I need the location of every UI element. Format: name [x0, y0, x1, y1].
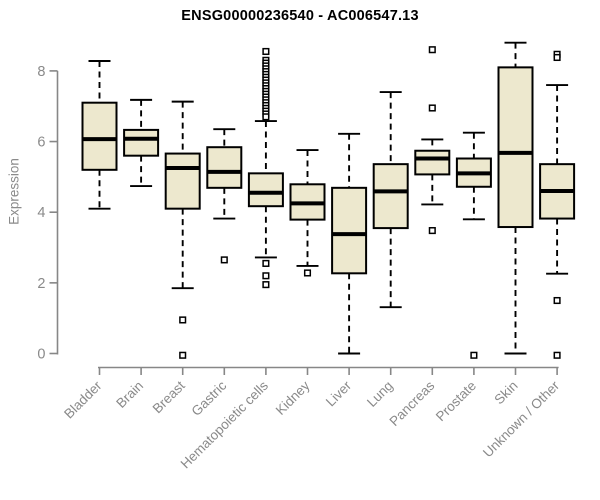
x-tick-label-prostate: Prostate — [433, 378, 479, 424]
outlier-point-icon — [553, 53, 561, 62]
iqr-box — [164, 152, 201, 210]
y-axis: 0 2 4 6 8 — [37, 64, 59, 363]
x-tick-label-brain: Brain — [113, 378, 146, 411]
outlier-point-icon — [428, 104, 436, 112]
y-tick-label: 2 — [37, 276, 45, 292]
y-tick-label: 4 — [37, 205, 45, 221]
iqr-box — [414, 149, 451, 176]
outlier-point-icon — [553, 351, 561, 359]
boxplot-gastric — [206, 128, 243, 264]
x-tick-label-lung: Lung — [364, 378, 396, 410]
outlier-point-icon — [262, 281, 270, 289]
iqr-box — [81, 101, 118, 171]
outlier-point-icon — [303, 269, 312, 277]
iqr-box — [123, 128, 160, 157]
boxplot-liver — [331, 132, 368, 355]
outlier-point-icon — [262, 47, 270, 56]
outlier-point-icon — [553, 296, 561, 305]
x-tick-label-bladder: Bladder — [61, 378, 105, 422]
outlier-point-icon — [179, 316, 187, 324]
chart-title: ENSG00000236540 - AC006547.13 — [181, 8, 419, 24]
boxplot-brain — [123, 98, 160, 188]
boxplot-skin — [497, 41, 534, 355]
iqr-box — [206, 146, 243, 189]
boxplot-pancreas — [414, 46, 451, 235]
iqr-box — [497, 66, 534, 229]
outlier-point-icon — [262, 272, 270, 280]
iqr-box — [331, 186, 368, 275]
x-tick-label-kidney: Kidney — [273, 378, 313, 418]
outlier-point-icon — [470, 351, 478, 359]
outlier-point-icon — [262, 113, 270, 121]
boxplot-unknown-other — [539, 50, 576, 359]
iqr-box — [372, 163, 409, 230]
boxplot-lung — [372, 91, 409, 309]
y-tick-label: 6 — [37, 135, 45, 151]
outlier-point-icon — [428, 227, 436, 235]
outlier-point-icon — [179, 351, 187, 359]
boxplot-hematopoietic-cells — [247, 47, 284, 289]
iqr-box — [247, 172, 284, 208]
x-tick-label-liver: Liver — [323, 378, 355, 410]
y-tick-label: 8 — [37, 64, 45, 80]
boxplot-prostate — [455, 131, 492, 359]
boxplot-kidney — [289, 149, 326, 277]
boxplot-bladder — [81, 60, 118, 210]
x-tick-label-unknown-other: Unknown / Other — [480, 378, 563, 461]
x-tick-label-skin: Skin — [491, 378, 520, 407]
outlier-point-icon — [220, 256, 228, 264]
outlier-point-icon — [262, 259, 270, 267]
outlier-point-icon — [428, 46, 436, 54]
x-tick-label-breast: Breast — [150, 378, 188, 416]
x-tick-label-gastric: Gastric — [189, 378, 230, 419]
boxplot-breast — [164, 100, 201, 359]
y-tick-label: 0 — [37, 347, 45, 363]
x-tick-label-pancreas: Pancreas — [386, 378, 437, 429]
